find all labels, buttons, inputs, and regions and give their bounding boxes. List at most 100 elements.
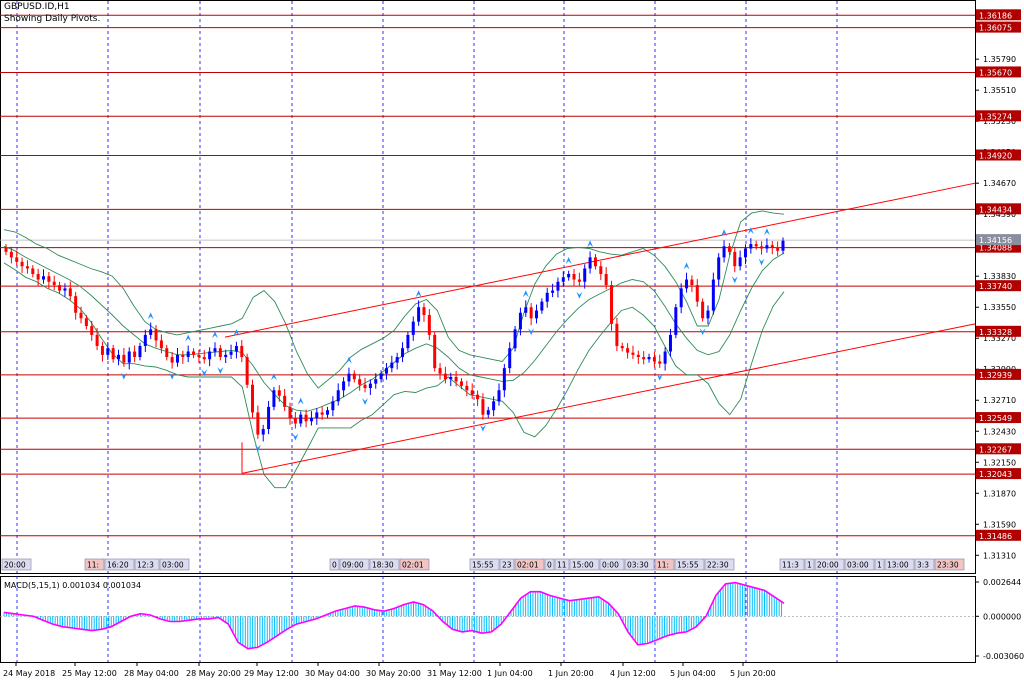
candle-body: [111, 348, 115, 360]
time-tag-label: 18:30: [372, 561, 394, 570]
bollinger-band-middle: [3, 245, 785, 412]
candle-body: [25, 266, 29, 269]
pivot-label: 1.34088: [979, 244, 1012, 253]
price-axis-label: 1.31310: [983, 551, 1016, 560]
pivot-label-box: [976, 9, 1021, 21]
candle-body: [331, 401, 335, 411]
candle-body: [368, 383, 372, 389]
candle-body: [508, 348, 512, 369]
candle-body: [679, 288, 683, 308]
candle-body: [261, 429, 265, 435]
pivot-label-box: [976, 21, 1021, 33]
time-tag-label: 13:00: [887, 561, 909, 570]
fractal-down-marker: [217, 367, 224, 375]
candle-body: [438, 368, 442, 374]
fractal-down-marker: [479, 424, 486, 432]
candle-body: [336, 390, 340, 402]
candle-body: [776, 247, 780, 251]
candle-body: [213, 348, 217, 352]
price-panel-frame: [0, 0, 976, 574]
candle-body: [250, 384, 254, 413]
candle-body: [293, 417, 297, 424]
candle-body: [192, 351, 196, 355]
candle-body: [567, 273, 571, 278]
candle-body: [433, 334, 437, 369]
time-tag-label: 03:00: [162, 561, 184, 570]
fractal-up-marker: [270, 373, 277, 381]
candle-body: [620, 345, 624, 349]
candle-body: [556, 281, 560, 291]
fractal-up-marker: [565, 256, 572, 264]
time-tag-box: [554, 558, 570, 571]
date-axis-label: 30 May 20:00: [366, 669, 421, 678]
fractal-down-marker: [201, 369, 208, 377]
fractal-down-marker: [120, 372, 127, 380]
fractal-down-marker: [254, 444, 261, 452]
pivot-label: 1.34920: [979, 152, 1012, 161]
candle-body: [486, 410, 490, 415]
candle-body: [4, 247, 8, 252]
pivot-label: 1.36075: [979, 24, 1012, 33]
fractal-up-marker: [683, 262, 690, 270]
time-tag-box: [674, 558, 705, 571]
candle-body: [342, 381, 346, 391]
price-axis-label: 1.34390: [983, 210, 1016, 219]
price-axis-label: 1.33270: [983, 334, 1016, 343]
time-tag-label: 11:: [87, 561, 99, 570]
pivot-label-box: [976, 468, 1021, 480]
candle-body: [470, 390, 474, 395]
date-axis-label: 4 Jun 12:00: [610, 669, 656, 678]
candle-body: [320, 412, 324, 415]
candle-body: [743, 248, 747, 258]
date-axis-label: 30 May 04:00: [305, 669, 360, 678]
candle-body: [497, 390, 501, 402]
candle-body: [202, 357, 206, 360]
candle-body: [561, 277, 565, 282]
time-tag-label: 02:01: [402, 561, 424, 570]
candle-body: [695, 285, 699, 302]
pivot-label: 1.34434: [979, 205, 1012, 214]
price-axis-label: 1.35790: [983, 55, 1016, 64]
candle-body: [390, 362, 394, 369]
fractal-up-marker: [185, 334, 192, 342]
candle-body: [535, 310, 539, 319]
candle-body: [492, 401, 496, 411]
fractal-down-marker: [528, 328, 535, 336]
time-tag-box: [329, 558, 340, 571]
candle-body: [443, 373, 447, 380]
time-tag-label: 23: [502, 561, 512, 570]
candle-body: [304, 414, 308, 422]
fractal-up-marker: [345, 356, 352, 364]
fractal-up-marker: [147, 312, 154, 320]
time-tag-label: 1: [877, 561, 882, 570]
candle-body: [502, 368, 506, 391]
candle-body: [170, 357, 174, 363]
candle-body: [540, 301, 544, 311]
candle-body: [685, 279, 689, 289]
pivot-label: 1.32267: [979, 445, 1012, 454]
time-tag-label: 02:01: [517, 561, 539, 570]
candle-body: [288, 406, 292, 418]
macd-axis-label: 0.000000: [983, 612, 1021, 621]
candle-body: [401, 348, 405, 358]
pivot-label-box: [976, 412, 1021, 424]
candle-body: [765, 245, 769, 249]
candle-body: [143, 334, 147, 346]
candle-body: [218, 348, 222, 358]
date-axis-label: 31 May 12:00: [427, 669, 482, 678]
time-tag-label: 11:3: [782, 561, 799, 570]
time-tag-box: [104, 558, 135, 571]
candle-body: [727, 246, 731, 252]
price-axis-label: 1.33830: [983, 272, 1016, 281]
candle-body: [84, 318, 88, 327]
pivot-label: 1.36186: [979, 11, 1012, 20]
candle-body: [95, 334, 99, 346]
candle-body: [711, 279, 715, 311]
time-tag-box: [544, 558, 555, 571]
candle-body: [277, 390, 281, 396]
candle-body: [197, 354, 201, 358]
pivot-label-box: [976, 368, 1021, 380]
candle-body: [315, 412, 319, 418]
time-tag-label: 09:00: [342, 561, 364, 570]
candle-body: [149, 329, 153, 335]
